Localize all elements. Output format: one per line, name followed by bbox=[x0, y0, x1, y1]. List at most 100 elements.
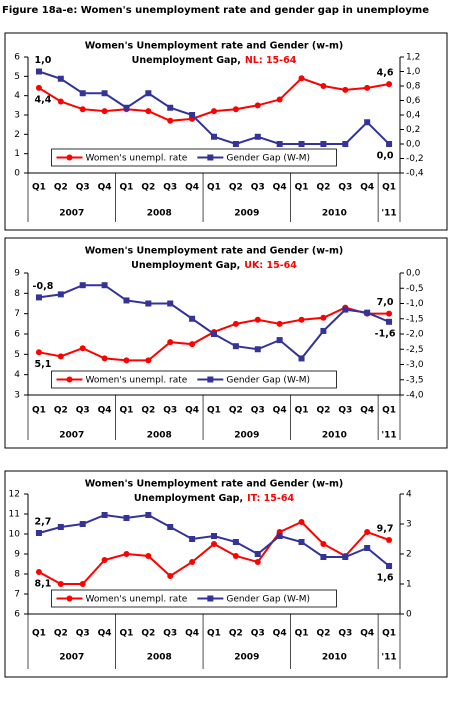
year-label: 2008 bbox=[147, 653, 172, 663]
legend-box bbox=[51, 370, 337, 389]
x-tick-label: Q3 bbox=[251, 183, 265, 193]
point bbox=[189, 559, 196, 565]
year-label: 2009 bbox=[234, 653, 259, 663]
year-label: 2008 bbox=[147, 431, 172, 441]
value-label: 4,6 bbox=[377, 68, 394, 79]
series-line bbox=[38, 77, 390, 122]
y2-tick-label: -4,0 bbox=[406, 391, 424, 401]
x-tick-label: Q1 bbox=[382, 183, 396, 193]
x-tick-label: Q1 bbox=[32, 629, 46, 639]
legend-marker bbox=[66, 376, 73, 383]
point bbox=[145, 512, 152, 518]
subtitle-text: Unemployment Gap, bbox=[132, 55, 241, 66]
y2-tick-label: -1,0 bbox=[406, 299, 424, 309]
legend-label: Women's unempl. rate bbox=[86, 154, 188, 164]
year-label: 2007 bbox=[59, 431, 84, 441]
point bbox=[35, 569, 42, 575]
value-label: 9,7 bbox=[377, 524, 394, 535]
point bbox=[189, 112, 196, 118]
value-label: 0,0 bbox=[377, 151, 394, 162]
legend-label: Gender Gap (W-M) bbox=[226, 154, 310, 164]
chart-subtitle: Unemployment Gap, IT: 15-64 bbox=[134, 493, 295, 504]
x-tick-label: Q4 bbox=[185, 183, 199, 193]
point bbox=[276, 320, 283, 327]
y-tick-label: 5 bbox=[14, 72, 20, 82]
x-tick-label: Q4 bbox=[360, 183, 374, 193]
x-tick-label: Q3 bbox=[163, 406, 177, 416]
point bbox=[342, 86, 349, 93]
x-tick-label: Q2 bbox=[54, 406, 68, 416]
series-line bbox=[38, 513, 390, 567]
y2-tick-label: -0,5 bbox=[406, 284, 424, 294]
point bbox=[189, 536, 196, 542]
x-tick-label: Q1 bbox=[32, 183, 46, 193]
value-label: 8,1 bbox=[35, 579, 52, 590]
legend-marker bbox=[66, 154, 73, 161]
chart-subtitle: Unemployment Gap, NL: 15-64 bbox=[132, 55, 297, 66]
x-tick-label: Q4 bbox=[98, 406, 112, 416]
x-tick-label: Q2 bbox=[229, 629, 243, 639]
x-tick-label: Q4 bbox=[98, 629, 112, 639]
point bbox=[79, 282, 86, 289]
y2-tick-label: -3,0 bbox=[406, 360, 424, 370]
y-tick-label: 1 bbox=[14, 149, 20, 159]
y2-tick-label: 0,6 bbox=[406, 96, 421, 106]
x-tick-label: Q1 bbox=[295, 183, 309, 193]
chart: Women's Unemployment rate and Gender (w-… bbox=[4, 32, 448, 231]
chart-subtitle: Unemployment Gap, UK: 15-64 bbox=[131, 260, 297, 271]
point bbox=[254, 346, 261, 353]
x-tick-label: Q3 bbox=[163, 629, 177, 639]
x-tick-label: Q4 bbox=[98, 183, 112, 193]
year-label: 2007 bbox=[59, 209, 84, 219]
point bbox=[101, 282, 108, 289]
legend-marker bbox=[207, 154, 214, 161]
x-tick-label: Q2 bbox=[316, 629, 330, 639]
point bbox=[364, 309, 371, 316]
point bbox=[342, 306, 349, 313]
chart-frame bbox=[4, 32, 448, 231]
year-label: 2007 bbox=[59, 653, 84, 663]
y2-tick-label: 0 bbox=[406, 610, 412, 620]
point bbox=[320, 327, 327, 334]
x-tick-label: Q3 bbox=[76, 183, 90, 193]
y2-tick-label: 0,2 bbox=[406, 125, 420, 135]
y2-tick-label: 0,4 bbox=[406, 111, 421, 121]
point bbox=[57, 581, 64, 587]
point bbox=[123, 297, 130, 304]
point bbox=[101, 90, 108, 97]
x-tick-label: Q2 bbox=[229, 183, 243, 193]
point bbox=[167, 117, 174, 124]
y-tick-label: 5 bbox=[14, 350, 20, 360]
point bbox=[145, 108, 152, 115]
x-tick-label: Q2 bbox=[141, 406, 155, 416]
y2-tick-label: -0,2 bbox=[406, 154, 424, 164]
y2-tick-label: 0,0 bbox=[406, 269, 421, 279]
y-tick-label: 9 bbox=[14, 269, 20, 279]
y-tick-label: 7 bbox=[14, 309, 20, 319]
point bbox=[35, 349, 42, 356]
x-tick-label: Q4 bbox=[185, 629, 199, 639]
chart-title: Women's Unemployment rate and Gender (w-… bbox=[85, 479, 343, 490]
y2-tick-label: 0,8 bbox=[406, 82, 421, 92]
point bbox=[79, 521, 86, 527]
year-label: '11 bbox=[381, 431, 396, 441]
x-tick-label: Q3 bbox=[338, 406, 352, 416]
point bbox=[386, 81, 393, 88]
point bbox=[79, 345, 86, 352]
point bbox=[320, 83, 327, 89]
point bbox=[254, 551, 261, 557]
subtitle-text: Unemployment Gap, bbox=[131, 260, 240, 271]
point bbox=[57, 353, 64, 360]
point bbox=[298, 75, 305, 82]
y-tick-label: 6 bbox=[14, 53, 20, 63]
y2-tick-label: 1,2 bbox=[406, 53, 420, 63]
year-label: 2009 bbox=[234, 431, 259, 441]
y2-tick-label: -3,5 bbox=[406, 375, 424, 385]
year-label: 2010 bbox=[322, 209, 347, 219]
point bbox=[386, 141, 393, 147]
x-tick-label: Q3 bbox=[76, 406, 90, 416]
value-label: 2,7 bbox=[35, 517, 52, 528]
point bbox=[386, 310, 393, 317]
point bbox=[232, 106, 239, 113]
